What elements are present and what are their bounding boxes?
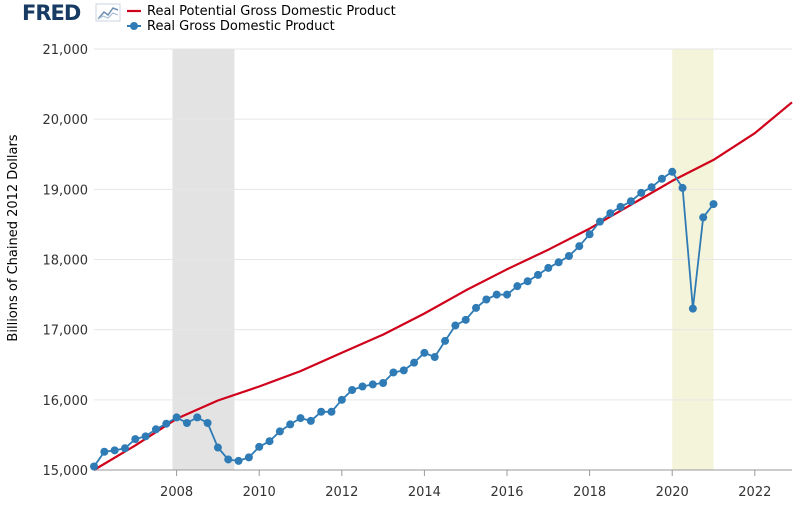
data-point-real-gdp — [637, 188, 646, 197]
x-tick-label: 2022 — [738, 485, 771, 500]
data-point-real-gdp — [255, 442, 264, 451]
data-point-real-gdp — [203, 418, 212, 427]
data-point-real-gdp — [606, 209, 615, 218]
data-point-real-gdp — [141, 432, 150, 441]
data-point-real-gdp — [451, 321, 460, 330]
data-point-real-gdp — [110, 446, 119, 455]
logo-text: FRED — [22, 1, 81, 25]
data-point-real-gdp — [482, 295, 491, 304]
legend-marker-real — [130, 22, 138, 30]
data-point-real-gdp — [131, 435, 140, 444]
series-line-potential-gdp — [93, 101, 793, 471]
data-point-real-gdp — [100, 447, 109, 456]
data-point-real-gdp — [461, 315, 470, 324]
data-point-real-gdp — [151, 425, 160, 434]
y-tick-label: 17,000 — [43, 324, 89, 339]
data-point-real-gdp — [616, 202, 625, 211]
data-point-real-gdp — [678, 183, 687, 192]
data-point-real-gdp — [410, 358, 419, 367]
data-point-real-gdp — [379, 378, 388, 387]
data-point-real-gdp — [389, 368, 398, 377]
data-point-real-gdp — [533, 270, 542, 279]
data-point-real-gdp — [626, 197, 635, 206]
x-tick-label: 2020 — [656, 485, 689, 500]
data-point-real-gdp — [182, 418, 191, 427]
series-markers — [90, 167, 718, 471]
data-point-real-gdp — [399, 366, 408, 375]
data-point-real-gdp — [90, 462, 98, 471]
data-point-real-gdp — [523, 277, 532, 286]
fred-logo[interactable]: FRED — [22, 1, 121, 25]
legend-item-potential-gdp[interactable]: Real Potential Gross Domestic Product — [127, 4, 396, 19]
data-point-real-gdp — [265, 437, 274, 446]
data-point-real-gdp — [420, 348, 429, 357]
y-tick-labels: 15,000 16,000 17,000 18,000 19,000 20,000 21,0… — [43, 43, 89, 479]
legend-label-potential: Real Potential Gross Domestic Product — [147, 4, 396, 19]
data-point-real-gdp — [193, 413, 202, 422]
data-point-real-gdp — [213, 443, 222, 452]
data-point-real-gdp — [224, 455, 233, 464]
data-point-real-gdp — [358, 382, 367, 391]
data-point-real-gdp — [275, 427, 284, 436]
x-tick-label: 2018 — [573, 485, 606, 500]
data-point-real-gdp — [668, 167, 677, 176]
y-tick-label: 18,000 — [43, 254, 89, 269]
data-point-real-gdp — [286, 420, 295, 429]
data-point-real-gdp — [585, 230, 594, 239]
legend-label-real: Real Gross Domestic Product — [147, 19, 335, 34]
data-point-real-gdp — [709, 200, 718, 209]
x-tick-label: 2016 — [490, 485, 523, 500]
data-point-real-gdp — [120, 444, 129, 453]
legend-item-real-gdp[interactable]: Real Gross Domestic Product — [127, 19, 335, 34]
data-point-real-gdp — [368, 380, 377, 389]
data-point-real-gdp — [699, 213, 708, 222]
x-axis: 2008 2010 2012 2014 2016 2018 2020 2022 — [94, 469, 792, 500]
data-point-real-gdp — [306, 416, 315, 425]
data-point-real-gdp — [348, 386, 357, 395]
line-chart-icon — [95, 3, 121, 22]
legend: Real Potential Gross Domestic Product Re… — [127, 4, 396, 34]
y-tick-label: 16,000 — [43, 394, 89, 409]
data-point-real-gdp — [430, 353, 439, 362]
data-point-real-gdp — [441, 336, 450, 345]
data-point-real-gdp — [244, 453, 253, 462]
y-tick-label: 19,000 — [43, 183, 89, 198]
data-point-real-gdp — [172, 413, 181, 422]
data-point-real-gdp — [234, 456, 243, 465]
x-tick-label: 2008 — [160, 485, 193, 500]
data-point-real-gdp — [575, 242, 584, 251]
data-point-real-gdp — [657, 174, 666, 183]
y-tick-label: 20,000 — [43, 113, 89, 128]
data-point-real-gdp — [647, 183, 656, 192]
data-point-real-gdp — [296, 414, 305, 423]
gridlines — [94, 48, 792, 401]
data-point-real-gdp — [492, 290, 501, 299]
data-point-real-gdp — [327, 407, 336, 416]
y-axis-title: Billions of Chained 2012 Dollars — [6, 134, 21, 341]
y-tick-label: 21,000 — [43, 43, 89, 58]
data-point-real-gdp — [317, 407, 326, 416]
data-point-real-gdp — [513, 282, 522, 291]
data-point-real-gdp — [337, 395, 346, 404]
x-tick-label: 2012 — [325, 485, 358, 500]
data-point-real-gdp — [162, 419, 171, 428]
data-point-real-gdp — [564, 251, 573, 260]
y-tick-label: 15,000 — [43, 464, 89, 479]
data-point-real-gdp — [595, 217, 604, 226]
x-tick-label: 2014 — [408, 485, 441, 500]
data-point-real-gdp — [472, 303, 481, 312]
data-point-real-gdp — [544, 263, 553, 272]
x-tick-label: 2010 — [243, 485, 276, 500]
data-point-real-gdp — [688, 304, 697, 313]
data-point-real-gdp — [554, 258, 563, 267]
data-point-real-gdp — [503, 290, 512, 299]
